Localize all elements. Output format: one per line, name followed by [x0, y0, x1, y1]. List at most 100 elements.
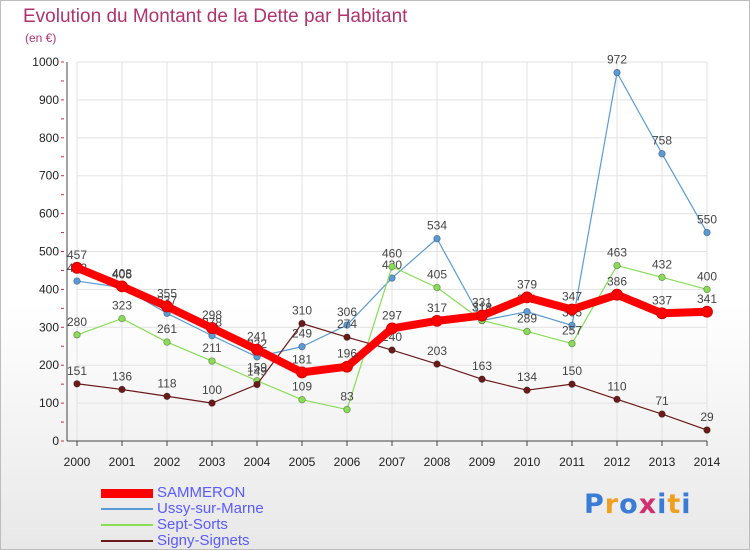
data-point — [388, 346, 396, 354]
y-tick-label: 0 — [52, 434, 59, 448]
data-point — [566, 303, 578, 316]
data-label: 457 — [67, 248, 87, 262]
data-label: 534 — [427, 219, 447, 233]
x-tick-label: 2004 — [244, 455, 271, 469]
data-label: 241 — [247, 330, 267, 344]
data-label: 297 — [382, 308, 402, 322]
data-point — [253, 380, 261, 389]
data-point — [163, 392, 171, 400]
data-point — [71, 261, 83, 274]
data-point — [523, 327, 531, 336]
data-point — [388, 262, 396, 271]
x-tick-label: 2007 — [379, 455, 406, 469]
data-label: 463 — [607, 246, 627, 260]
data-point — [296, 366, 308, 379]
data-label: 118 — [157, 376, 176, 390]
data-label: 29 — [700, 410, 714, 424]
data-point — [658, 150, 666, 158]
y-tick-label: 500 — [39, 245, 59, 259]
proxiti-logo: Proxiti — [584, 489, 692, 520]
data-label: 109 — [292, 380, 312, 394]
data-point — [656, 307, 668, 320]
y-tick-label: 300 — [39, 320, 59, 334]
y-tick-label: 400 — [39, 282, 59, 296]
data-label: 972 — [607, 53, 627, 67]
data-point — [478, 375, 486, 383]
data-point — [703, 285, 711, 294]
legend-swatch — [101, 540, 153, 542]
data-label: 405 — [112, 268, 132, 282]
x-tick-label: 2006 — [334, 455, 361, 469]
data-point — [73, 380, 81, 388]
data-point — [433, 234, 441, 243]
data-point — [163, 338, 171, 346]
data-label: 100 — [202, 383, 222, 397]
y-tick-label: 800 — [39, 131, 59, 145]
data-point — [206, 322, 218, 334]
x-tick-label: 2009 — [469, 455, 496, 469]
data-label: 211 — [202, 341, 221, 355]
legend-label: SAMMERON — [157, 484, 246, 501]
data-point — [118, 385, 126, 394]
data-point — [343, 321, 351, 329]
data-point — [343, 405, 351, 414]
data-label: 257 — [562, 324, 582, 338]
data-label: 298 — [202, 308, 222, 322]
data-point — [433, 283, 441, 292]
data-label: 181 — [292, 352, 312, 366]
data-label: 280 — [67, 315, 87, 329]
data-label: 460 — [382, 247, 402, 261]
chart-title: Evolution du Montant de la Dette par Hab… — [23, 6, 408, 27]
data-label: 337 — [652, 293, 672, 307]
data-label: 163 — [472, 359, 492, 373]
data-point — [521, 291, 533, 304]
data-label: 408 — [112, 266, 132, 280]
data-point — [343, 333, 351, 341]
logo-letter: t — [667, 489, 682, 520]
data-point — [703, 228, 711, 237]
data-label: 405 — [427, 268, 447, 282]
data-point — [208, 357, 216, 365]
data-point — [523, 386, 531, 394]
legend-swatch — [101, 524, 153, 526]
data-point — [431, 314, 443, 327]
data-point — [341, 360, 353, 373]
legend-label: Signy-Signets — [157, 532, 250, 549]
data-label: 149 — [247, 365, 267, 379]
data-point — [298, 395, 306, 404]
data-label: 71 — [655, 394, 669, 408]
x-tick-label: 2013 — [649, 455, 676, 469]
data-point — [116, 280, 128, 293]
x-tick-label: 2012 — [604, 455, 631, 469]
data-point — [298, 342, 306, 351]
data-point — [658, 410, 666, 418]
data-point — [701, 305, 713, 318]
x-tick-label: 2014 — [694, 455, 721, 469]
data-label: 203 — [427, 344, 447, 358]
data-point — [613, 261, 621, 270]
data-label: 274 — [337, 317, 357, 331]
data-label: 261 — [157, 322, 177, 336]
data-label: 83 — [340, 390, 354, 404]
logo-letter: r — [604, 489, 620, 520]
data-label: 136 — [112, 369, 132, 383]
legend-swatch — [101, 508, 153, 510]
data-point — [161, 300, 173, 313]
data-point — [613, 395, 621, 404]
x-tick-label: 2001 — [109, 455, 136, 469]
chart-subtitle: (en €) — [25, 31, 57, 45]
data-label: 196 — [337, 347, 357, 361]
data-point — [386, 322, 398, 335]
legend-swatch — [101, 488, 153, 498]
data-label: 400 — [697, 269, 717, 283]
data-label: 159 — [247, 361, 267, 375]
data-label: 110 — [607, 379, 626, 393]
data-label: 289 — [517, 311, 537, 325]
data-point — [568, 380, 576, 388]
data-label: 386 — [607, 275, 627, 289]
data-label: 341 — [697, 292, 717, 306]
data-point — [658, 273, 666, 281]
x-tick-label: 2000 — [64, 455, 91, 469]
